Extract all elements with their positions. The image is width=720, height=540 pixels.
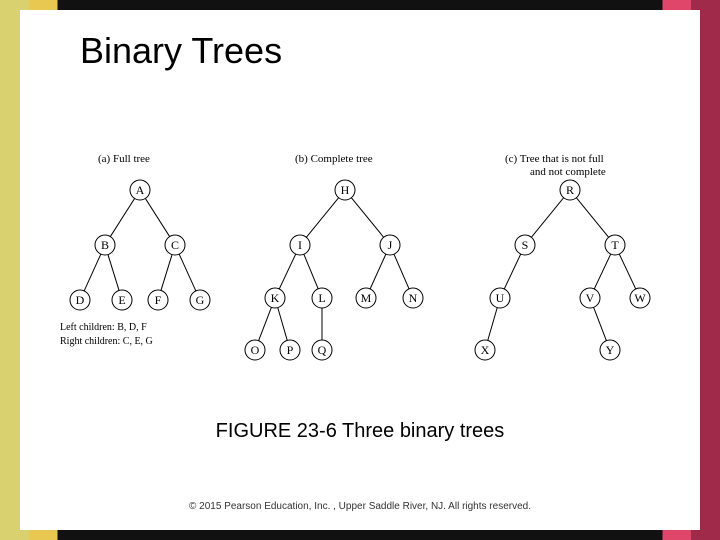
slide-title: Binary Trees [80, 30, 282, 72]
node-label-P: P [287, 343, 294, 357]
node-label-A: A [136, 183, 145, 197]
node-label-G: G [196, 293, 205, 307]
edge-C-F [161, 255, 172, 291]
subplot-label-c: (c) Tree that is not full [505, 153, 604, 165]
node-label-M: M [361, 291, 372, 305]
edge-J-N [394, 254, 409, 289]
edge-V-Y [594, 307, 607, 340]
edge-C-G [179, 254, 196, 291]
node-label-T: T [611, 238, 619, 252]
node-label-S: S [522, 238, 529, 252]
subplot-label-a: (a) Full tree [98, 153, 150, 165]
annotation-a-0: Left children: B, D, F [60, 322, 147, 333]
edge-T-V [594, 254, 610, 289]
node-label-H: H [341, 183, 350, 197]
node-label-U: U [496, 291, 505, 305]
edge-J-M [370, 254, 386, 289]
edge-I-K [279, 254, 295, 289]
subplot-label-b: (b) Complete tree [295, 153, 373, 165]
edge-K-O [259, 307, 272, 340]
node-label-X: X [481, 343, 490, 357]
annotation-a-1: Right children: C, E, G [60, 336, 153, 347]
node-label-N: N [409, 291, 418, 305]
edge-A-B [110, 198, 134, 236]
node-label-Y: Y [606, 343, 615, 357]
edge-T-W [619, 254, 635, 289]
slide-content: Binary Trees (a) Full tree A B C D E F G Left ch… [20, 10, 700, 530]
trees-diagram: (a) Full tree A B C D E F G Left children: B, D,… [50, 150, 670, 380]
node-label-J: J [388, 238, 393, 252]
subplot-label2-c: and not complete [530, 166, 606, 178]
figure-area: (a) Full tree A B C D E F G Left children: B, D,… [50, 150, 670, 380]
node-label-B: B [101, 238, 109, 252]
edge-K-P [278, 308, 287, 341]
edge-H-I [306, 198, 338, 238]
node-label-W: W [634, 291, 646, 305]
node-label-L: L [318, 291, 325, 305]
edge-B-D [84, 254, 101, 291]
edge-B-E [108, 255, 119, 291]
node-label-D: D [76, 293, 85, 307]
edge-S-U [504, 254, 520, 289]
slide: Binary Trees (a) Full tree A B C D E F G Left ch… [0, 0, 720, 540]
node-label-F: F [155, 293, 162, 307]
node-label-K: K [271, 291, 280, 305]
figure-caption: FIGURE 23-6 Three binary trees [20, 420, 700, 443]
node-label-O: O [251, 343, 260, 357]
copyright-text: © 2015 Pearson Education, Inc. , Upper S… [20, 501, 700, 512]
edge-R-S [531, 198, 563, 238]
edge-A-C [145, 198, 169, 236]
edge-R-T [576, 198, 608, 238]
node-label-R: R [566, 183, 574, 197]
edge-U-X [488, 308, 497, 341]
edge-H-J [351, 198, 383, 238]
node-label-C: C [171, 238, 179, 252]
edge-I-L [304, 254, 318, 289]
node-label-E: E [118, 293, 125, 307]
node-label-I: I [298, 238, 302, 252]
node-label-V: V [586, 291, 595, 305]
node-label-Q: Q [318, 343, 327, 357]
